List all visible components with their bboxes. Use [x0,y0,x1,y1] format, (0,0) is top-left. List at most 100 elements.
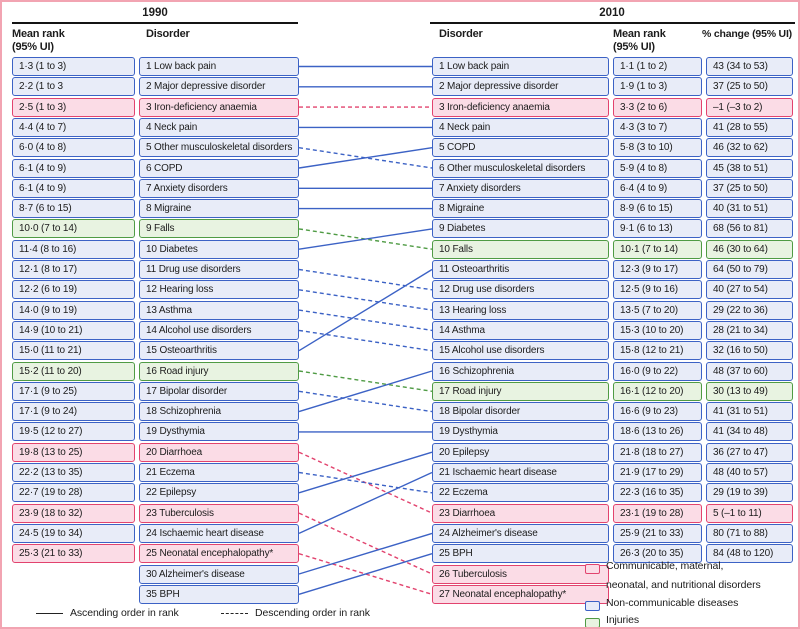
pct-change-box: 48 (40 to 57) [706,463,793,482]
disorder-1990-box: 25 Neonatal encephalopathy* [139,544,299,564]
rank-link-dashed [298,268,433,291]
disorder-1990-box: 8 Migraine [139,199,299,219]
communicable-swatch [585,564,600,574]
mean-rank-2010-box: 12·5 (9 to 16) [613,280,702,300]
pct-change-box: 5 (–1 to 11) [706,503,793,523]
mean-rank-1990-box: 23·9 (18 to 32) [12,503,135,523]
mean-rank-2010-box: 12·3 (9 to 17) [613,260,702,279]
disorder-2010-box: 12 Drug use disorders [432,280,609,300]
mean-rank-1990-box: 11·4 (8 to 16) [12,239,135,259]
year-2010-label: 2010 [599,7,625,19]
mean-rank-2010-box: 4·3 (3 to 7) [613,117,702,137]
mean-rank-2010-box: 22·3 (16 to 35) [613,483,702,503]
mean-rank-1990-box: 19·8 (13 to 25) [12,442,135,462]
mean-rank-2010-box: 1·1 (1 to 2) [613,57,702,76]
rank-link-dashed [298,309,433,332]
disorder-1990-box: 10 Diabetes [139,239,299,259]
disorder-1990-box: 13 Asthma [139,300,299,320]
disorder-1990-box: 6 COPD [139,158,299,178]
mean-rank-2010-box: 9·1 (6 to 13) [613,219,702,239]
rank-link-solid [298,147,433,169]
injuries-legend-label: Injuries [606,614,640,626]
communicable-legend-line2: neonatal, and nutritional disorders [606,579,761,591]
pct-change-box: 29 (22 to 36) [706,300,793,320]
disorder-2010-box: 22 Eczema [432,483,609,503]
mean-rank-1990-box: 17·1 (9 to 24) [12,402,135,422]
rank-link-dashed [298,147,433,169]
mean-rank-1990-box: 6·1 (4 to 9) [12,158,135,178]
mean-rank-2010-box: 1·9 (1 to 3) [613,77,702,97]
disorder-2010-box: 26 Tuberculosis [432,564,609,584]
disorder-1990-box: 19 Dysthymia [139,422,299,442]
header-rule-1990 [12,22,298,24]
pct-change-box: 41 (28 to 55) [706,117,793,137]
rank-link-dashed [298,289,433,311]
pct-change-box: 68 (56 to 81) [706,219,793,239]
pct-change-box: 37 (25 to 50) [706,178,793,198]
mean-rank-1990-box: 22·2 (13 to 35) [12,463,135,482]
pct-change-box: 84 (48 to 120) [706,544,793,564]
rank-link-dashed [298,451,433,514]
mean-rank-1990-box: 14·9 (10 to 21) [12,320,135,340]
disorder-2010-box: 4 Neck pain [432,117,609,137]
pct-change-box: 80 (71 to 88) [706,523,793,543]
rank-link-dashed [298,471,433,494]
rank-link-solid [298,451,433,494]
disorder-1990-box: 11 Drug use disorders [139,260,299,279]
non-communicable-legend-label: Non-communicable diseases [606,597,739,609]
mean-rank-2010-box: 23·1 (19 to 28) [613,503,702,523]
year-1990-label: 1990 [142,7,168,19]
pct-change-box: 28 (21 to 34) [706,320,793,340]
mean-rank-2010-box: 21·9 (17 to 29) [613,463,702,482]
communicable-legend-line1: Communicable, maternal, [606,560,724,572]
rank-link-solid [298,228,433,250]
disorder-2010-box: 6 Other musculoskeletal disorders [432,158,609,178]
injuries-swatch [585,618,600,627]
disorder-2010-box: 8 Migraine [432,199,609,219]
mean-rank-2010-box: 13·5 (7 to 20) [613,300,702,320]
pct-change-box: 36 (27 to 47) [706,442,793,462]
mean-rank-2010-box: 16·1 (12 to 20) [613,381,702,401]
disorder-1990-box: 22 Epilepsy [139,483,299,503]
pct-change-box: –1 (–3 to 2) [706,97,793,117]
disorder-1990-box: 2 Major depressive disorder [139,77,299,97]
rank-link-solid [298,370,433,413]
disorder-2010-box: 25 BPH [432,544,609,564]
mean-rank-2010-box: 16·0 (9 to 22) [613,361,702,381]
disorder-1990-box: 23 Tuberculosis [139,503,299,523]
rank-link-dashed [298,512,433,575]
disorder-1990-box: 18 Schizophrenia [139,402,299,422]
mean-rank-2010-box: 15·8 (12 to 21) [613,341,702,361]
disorder-2010-box: 14 Asthma [432,320,609,340]
mean-rank-1990-box: 8·7 (6 to 15) [12,199,135,219]
pct-change-box: 43 (34 to 53) [706,57,793,76]
descending-legend-label: Descending order in rank [255,607,370,619]
mean-rank-1990-box: 12·2 (6 to 19) [12,280,135,300]
disorder-2010-box: 9 Diabetes [432,219,609,239]
disorder-1990-box: 17 Bipolar disorder [139,381,299,401]
mean-rank-2010-box: 6·4 (4 to 9) [613,178,702,198]
mean-rank-1990-box: 1·3 (1 to 3) [12,57,135,76]
mean-rank-2010-box: 21·8 (18 to 27) [613,442,702,462]
disorder-1990-box: 24 Ischaemic heart disease [139,523,299,543]
disorder-2010-box: 16 Schizophrenia [432,361,609,381]
mean-rank-1990-box: 10·0 (7 to 14) [12,219,135,239]
disorder-2010-box: 17 Road injury [432,381,609,401]
disorder-1990-box: 35 BPH [139,584,299,604]
col-mean-rank-2010: Mean rank [613,28,666,40]
mean-rank-2010-box: 5·9 (4 to 8) [613,158,702,178]
mean-rank-1990-box: 15·0 (11 to 21) [12,341,135,361]
pct-change-box: 30 (13 to 49) [706,381,793,401]
mean-rank-2010-box: 25·9 (21 to 33) [613,523,702,543]
disorder-1990-box: 21 Eczema [139,463,299,482]
rank-link-solid [298,532,433,575]
pct-change-box: 46 (30 to 64) [706,239,793,259]
disorder-1990-box: 20 Diarrhoea [139,442,299,462]
disorder-1990-box: 5 Other musculoskeletal disorders [139,138,299,158]
rank-link-dashed [298,329,433,352]
rank-link-dashed [298,553,433,595]
disorder-2010-box: 10 Falls [432,239,609,259]
disorder-2010-box: 23 Diarrhoea [432,503,609,523]
pct-change-box: 46 (32 to 62) [706,138,793,158]
